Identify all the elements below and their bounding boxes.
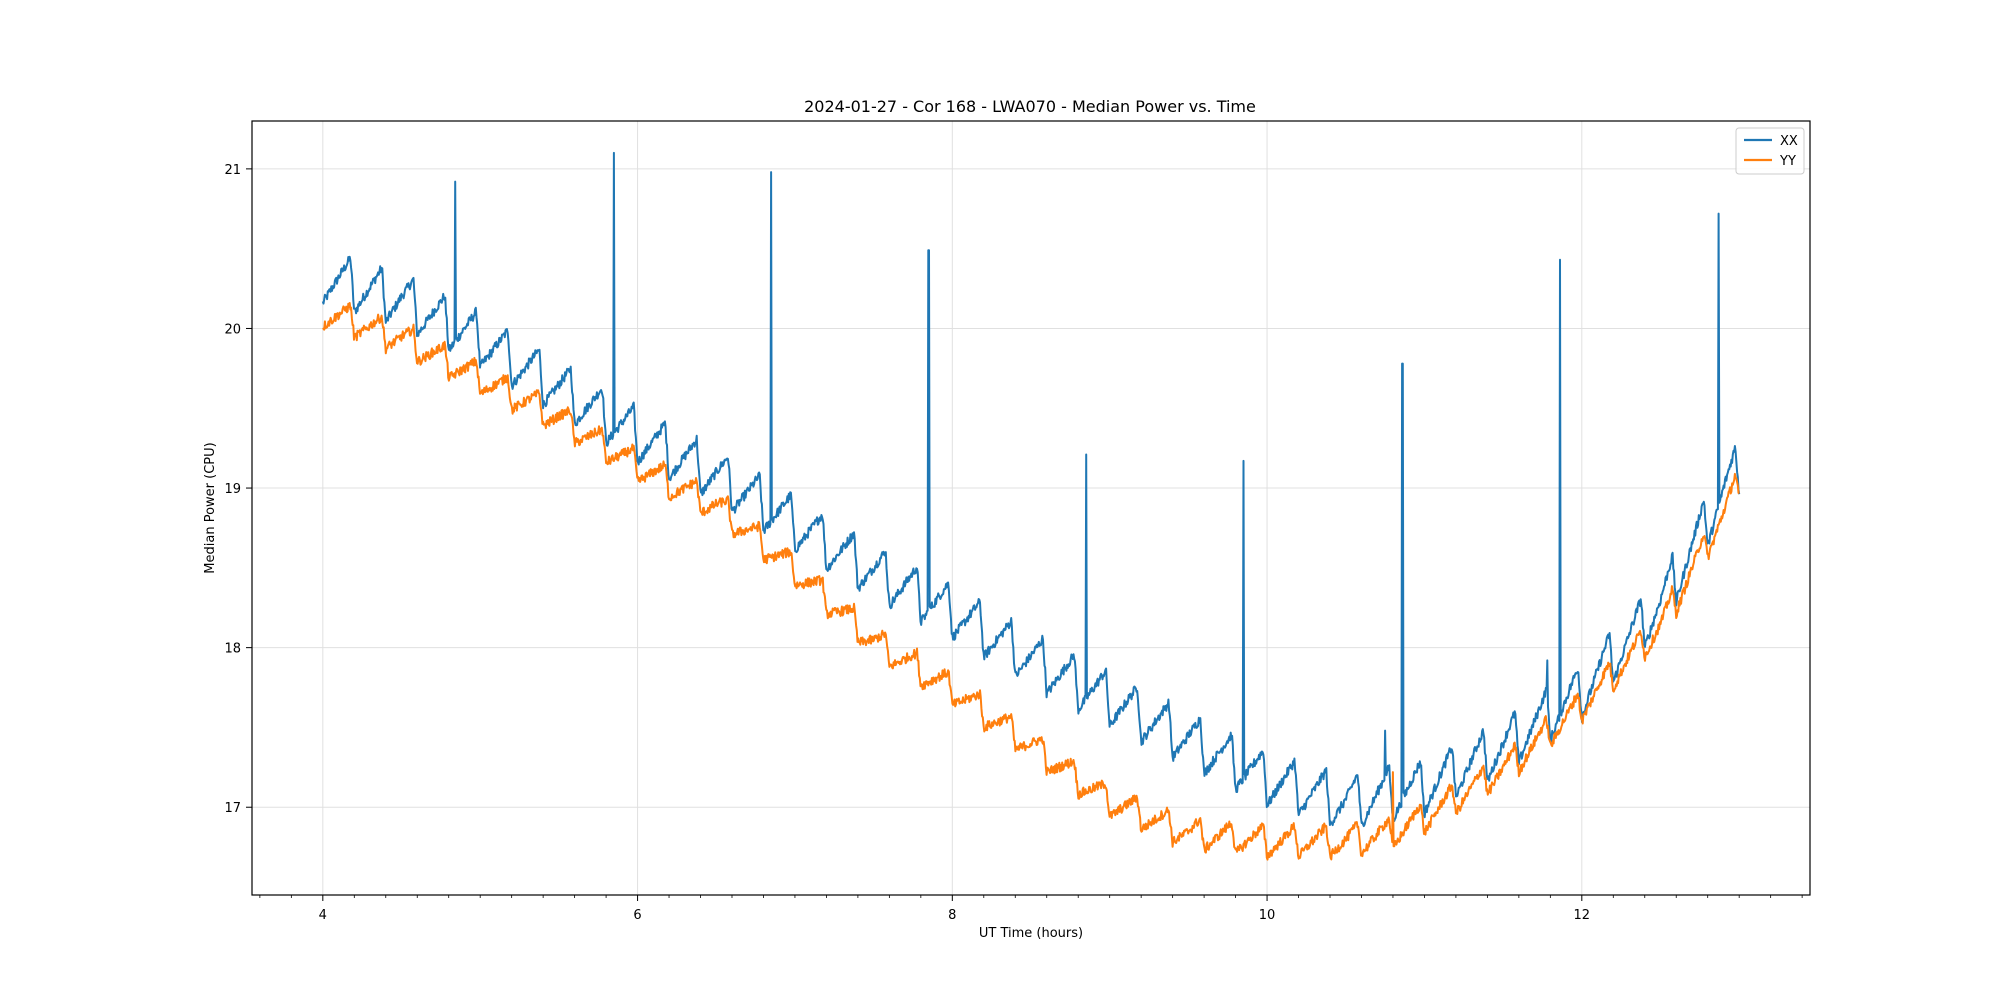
x-tick-label: 4 bbox=[319, 908, 327, 923]
series-line-xx bbox=[321, 151, 1741, 828]
y-tick-label: 19 bbox=[224, 482, 241, 497]
legend-label-yy: YY bbox=[1779, 154, 1796, 169]
x-tick-label: 12 bbox=[1574, 908, 1591, 923]
y-tick-label: 21 bbox=[224, 163, 241, 178]
legend-label-xx: XX bbox=[1780, 134, 1798, 149]
x-tick-label: 8 bbox=[948, 908, 956, 923]
series-line-yy bbox=[322, 302, 1740, 861]
y-tick-label: 20 bbox=[224, 322, 241, 337]
grid bbox=[252, 121, 1810, 895]
x-tick-label: 6 bbox=[633, 908, 641, 923]
plot-area bbox=[321, 151, 1741, 861]
legend: XX YY bbox=[1735, 127, 1805, 175]
x-axis-label: UT Time (hours) bbox=[979, 926, 1083, 941]
y-axis-label: Median Power (CPU) bbox=[203, 442, 218, 573]
y-axis: 17 18 19 20 21 bbox=[224, 163, 252, 816]
x-axis: 4 6 8 10 12 bbox=[259, 895, 1803, 923]
chart-title: 2024-01-27 - Cor 168 - LWA070 - Median P… bbox=[804, 97, 1256, 116]
y-tick-label: 17 bbox=[224, 801, 241, 816]
x-tick-label: 10 bbox=[1259, 908, 1276, 923]
y-tick-label: 18 bbox=[224, 642, 241, 657]
plot-frame bbox=[251, 120, 1811, 896]
